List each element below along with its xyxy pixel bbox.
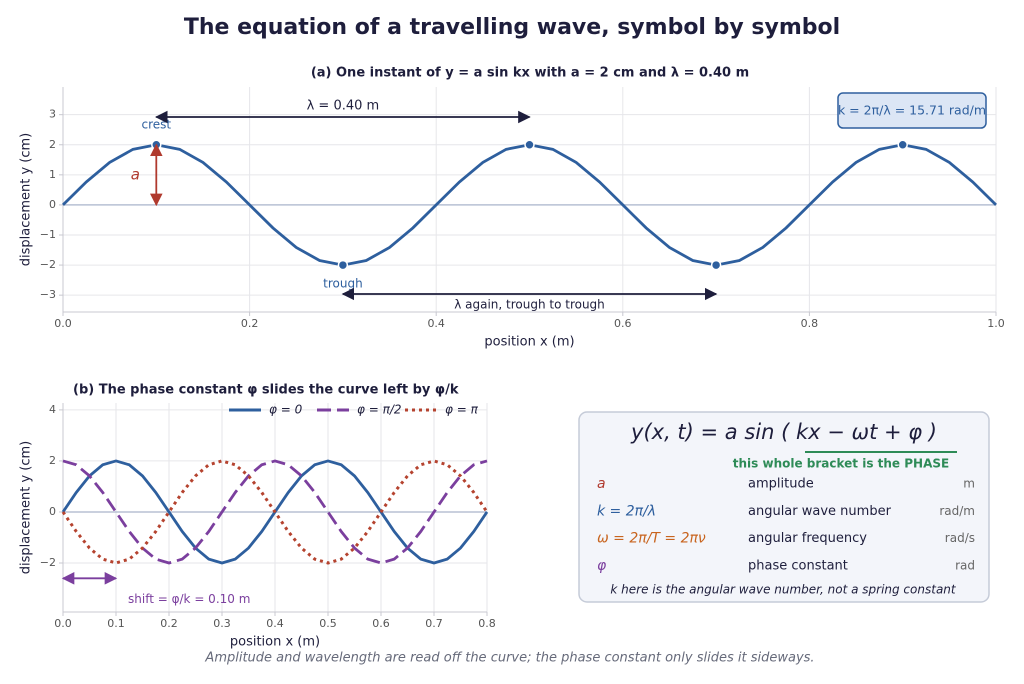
meaning: phase constant: [748, 558, 848, 573]
shift-label: shift = φ/k = 0.10 m: [128, 592, 250, 606]
y-axis-label: displacement y (cm): [19, 133, 34, 267]
y-tick-label: 2: [49, 454, 56, 467]
y-tick-label: 4: [49, 403, 56, 416]
unit: m: [963, 477, 975, 491]
meaning: angular frequency: [748, 531, 867, 546]
amplitude-label: a: [131, 165, 140, 183]
k-box: [837, 92, 987, 129]
x-tick-label: 0.4: [266, 617, 284, 630]
y-tick-label: 0: [49, 198, 56, 211]
x-tick-label: 0.5: [319, 617, 337, 630]
x-tick-label: 0.6: [614, 317, 632, 330]
footnote: Amplitude and wavelength are read off th…: [204, 651, 814, 666]
unit: rad/s: [945, 531, 975, 545]
meaning: amplitude: [748, 477, 814, 492]
x-tick-label: 0.0: [54, 317, 72, 330]
k-box-label: k = 2π/λ = 15.71 rad/m: [838, 103, 986, 118]
symbol: φ: [597, 558, 607, 574]
y-tick-label: 1: [49, 168, 56, 181]
y-tick-label: 3: [49, 108, 56, 121]
y-tick-label: 2: [49, 138, 56, 151]
extremum-point: [524, 139, 535, 151]
extremum-point: [337, 259, 349, 271]
x-axis-label: position x (m): [230, 635, 320, 650]
symbol: a: [597, 476, 606, 492]
extremum-point: [897, 139, 908, 151]
x-tick-label: 0.4: [427, 317, 445, 330]
x-tick-label: 0.1: [107, 617, 125, 630]
x-tick-label: 0.2: [241, 317, 259, 330]
chart-title: (b) The phase constant φ slides the curv…: [73, 383, 459, 398]
x-tick-label: 0.7: [425, 617, 443, 630]
x-tick-label: 0.8: [801, 317, 819, 330]
unit: rad: [955, 558, 975, 572]
x-tick-label: 0.6: [372, 617, 390, 630]
legend-label: φ = 0: [269, 403, 303, 417]
symbol: k = 2π/λ: [597, 503, 656, 519]
box-footnote: k here is the angular wave number, not a…: [610, 583, 957, 597]
phase-note: this whole bracket is the PHASE: [733, 457, 949, 471]
x-tick-label: 1.0: [987, 317, 1005, 330]
wave-line: [61, 459, 489, 565]
y-axis-label: displacement y (cm): [19, 441, 34, 575]
meaning: angular wave number: [748, 504, 892, 519]
x-tick-label: 0.0: [54, 617, 72, 630]
equation-box: y(x, t) = a sin ( kx − ωt + φ ) this who…: [578, 411, 990, 603]
y-tick-label: −3: [40, 288, 56, 301]
legend-label: φ = π/2: [357, 403, 402, 417]
x-axis-label: position x (m): [484, 335, 574, 350]
crest-label: crest: [141, 117, 171, 131]
symbol: ω = 2π/T = 2πν: [597, 531, 706, 547]
box-frame: [578, 411, 990, 603]
y-tick-label: −2: [40, 258, 56, 271]
extremum-point: [710, 259, 722, 271]
equation: y(x, t) = a sin ( kx − ωt + φ ): [630, 420, 937, 444]
unit: rad/m: [939, 504, 975, 518]
y-tick-label: 0: [49, 505, 56, 518]
chart-title: (a) One instant of y = a sin kx with a =…: [311, 66, 749, 81]
x-tick-label: 0.2: [160, 617, 178, 630]
wavelength-again-label: λ again, trough to trough: [454, 298, 605, 312]
x-tick-label: 0.8: [478, 617, 496, 630]
page-title: The equation of a travelling wave, symbo…: [184, 15, 840, 40]
trough-label: trough: [323, 277, 363, 291]
y-tick-label: −1: [40, 228, 56, 241]
x-tick-label: 0.3: [213, 617, 231, 630]
wave-line: [62, 459, 488, 565]
legend-label: φ = π: [445, 403, 479, 417]
wavelength-label: λ = 0.40 m: [307, 99, 380, 114]
y-tick-label: −2: [40, 556, 56, 569]
